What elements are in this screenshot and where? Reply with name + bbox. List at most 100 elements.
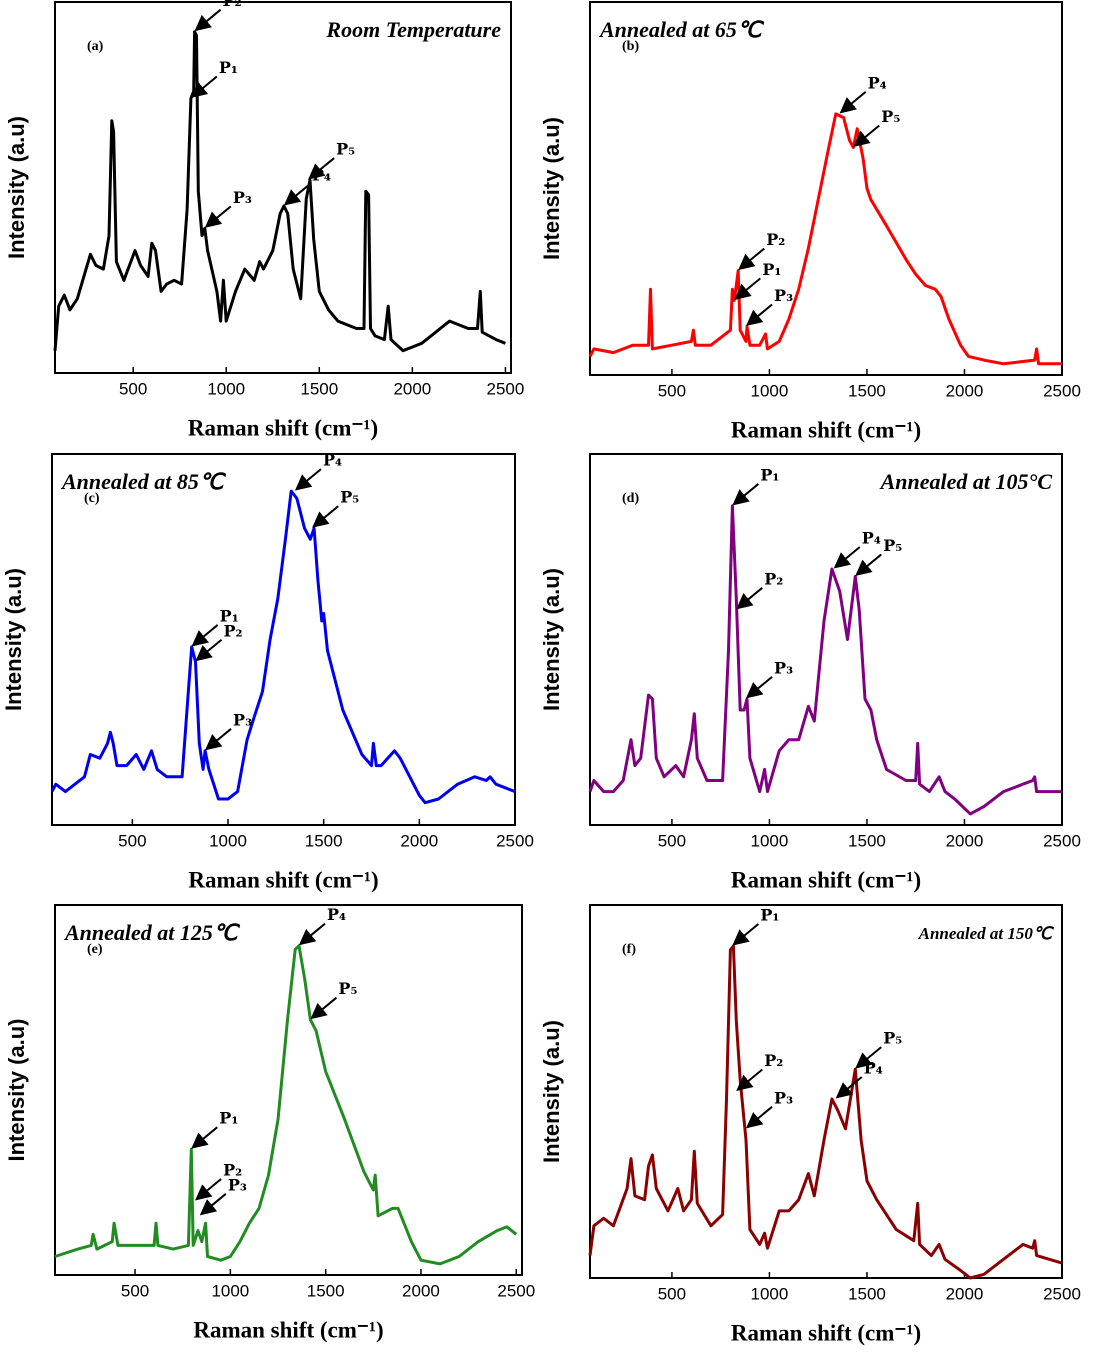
x-tick-label: 2500 (497, 1281, 535, 1300)
y-axis-label: Intensity (a.u) (539, 1020, 564, 1163)
peak-label: P₅ (340, 488, 359, 507)
x-axis-label: Raman shift (cm⁻¹) (731, 417, 921, 442)
peak-arrow (312, 505, 339, 528)
peak-arrow (310, 996, 338, 1020)
x-tick-label: 2500 (1043, 831, 1081, 850)
panel-title: Annealed at 105°C (879, 469, 1053, 494)
y-axis-label: Intensity (a.u) (539, 117, 564, 260)
peak-label: P₁ (762, 260, 781, 279)
peak-arrow (855, 1046, 882, 1069)
peak-label: P₅ (881, 107, 900, 126)
peak-arrow (194, 8, 222, 32)
peak-arrow (191, 1126, 218, 1149)
peak-arrow (853, 124, 880, 148)
panel-label: (f) (622, 942, 636, 957)
peak-label: P₄ (862, 529, 881, 548)
peak-label: P₁ (220, 606, 239, 625)
y-axis-label: Intensity (a.u) (539, 568, 564, 711)
peak-arrow (732, 923, 760, 946)
peak-arrow (298, 922, 326, 946)
peak-arrow (738, 247, 765, 271)
x-tick-label: 2000 (946, 381, 984, 400)
x-tick-label: 500 (658, 831, 686, 850)
peak-arrow (839, 91, 867, 114)
peak-arrow (732, 483, 760, 506)
x-axis-label: Raman shift (cm⁻¹) (188, 867, 378, 892)
peak-label: P₄ (327, 905, 346, 924)
peak-arrow (833, 546, 861, 569)
x-tick-label: 2000 (946, 1284, 984, 1303)
plot-frame (589, 453, 1063, 826)
peak-label: P₃ (774, 286, 793, 305)
x-tick-label: 1500 (300, 379, 338, 398)
panel-label: (e) (87, 942, 103, 957)
spectrum-line (53, 30, 506, 353)
peak-arrow (191, 624, 219, 647)
peak-label: P₁ (219, 1109, 238, 1128)
y-axis-label: Intensity (a.u) (1, 568, 26, 711)
peak-label: P₁ (760, 465, 779, 484)
peak-label: P₁ (760, 906, 779, 925)
x-axis-label: Raman shift (cm⁻¹) (193, 1317, 383, 1342)
x-tick-label: 500 (121, 1281, 149, 1300)
spectrum-line (50, 489, 516, 805)
peak-arrow (745, 1106, 773, 1129)
peak-label: P₄ (868, 73, 887, 92)
peak-arrow (204, 205, 232, 228)
panel-title: Room Temperature (325, 17, 501, 42)
x-tick-label: 1500 (307, 1281, 345, 1300)
panel-title: Annealed at 125℃ (63, 920, 241, 945)
x-tick-label: 500 (119, 379, 147, 398)
peak-label: P₅ (883, 536, 902, 555)
peak-arrow (195, 638, 223, 662)
spectrum-line (588, 112, 1062, 366)
peak-label: P₂ (223, 0, 242, 10)
peak-label: P₃ (233, 710, 252, 729)
x-tick-label: 500 (658, 381, 686, 400)
x-tick-label: 2000 (402, 1281, 440, 1300)
peak-arrow (745, 303, 773, 327)
peak-label: P₃ (233, 188, 252, 207)
peak-arrow (204, 728, 232, 751)
peak-label: P₅ (336, 140, 355, 159)
x-tick-label: 1500 (848, 831, 886, 850)
peak-label: P₂ (223, 621, 242, 640)
peak-label: P₂ (223, 1161, 242, 1180)
peak-arrow (199, 1193, 227, 1216)
panel-label: (a) (87, 39, 104, 54)
panel-label: (c) (84, 491, 100, 506)
spectrum-line (588, 944, 1063, 1280)
x-tick-label: 2500 (1043, 1284, 1081, 1303)
x-tick-label: 1500 (848, 1284, 886, 1303)
peak-label: P₂ (764, 1051, 783, 1070)
panel-title: Annealed at 150℃ (918, 924, 1055, 943)
x-tick-label: 2000 (393, 379, 431, 398)
x-tick-label: 2500 (1043, 381, 1081, 400)
peak-label: P₁ (219, 58, 238, 77)
plot-frame (589, 904, 1063, 1279)
x-tick-label: 1000 (751, 831, 789, 850)
peak-label: P₂ (766, 230, 785, 249)
peak-arrow (855, 553, 882, 576)
peak-label: P₃ (228, 1175, 247, 1194)
x-tick-label: 1500 (305, 831, 343, 850)
spectrum-line (54, 944, 518, 1266)
peak-arrow (734, 277, 761, 300)
x-axis-label: Raman shift (cm⁻¹) (731, 867, 921, 892)
x-tick-label: 1000 (751, 1284, 789, 1303)
peak-label: P₄ (864, 1058, 883, 1077)
x-tick-label: 1500 (848, 381, 886, 400)
x-tick-label: 500 (118, 831, 146, 850)
y-axis-label: Intensity (a.u) (4, 1018, 29, 1161)
x-tick-label: 2000 (946, 831, 984, 850)
peak-label: P₄ (323, 451, 342, 470)
peak-label: P₂ (764, 569, 783, 588)
peak-arrow (736, 1068, 763, 1092)
panel-label: (d) (622, 491, 639, 506)
plot-frame (51, 453, 516, 826)
spectrum-line (588, 504, 1062, 816)
peak-arrow (195, 1178, 222, 1201)
x-axis-label: Raman shift (cm⁻¹) (188, 415, 378, 440)
x-tick-label: 500 (658, 1284, 686, 1303)
